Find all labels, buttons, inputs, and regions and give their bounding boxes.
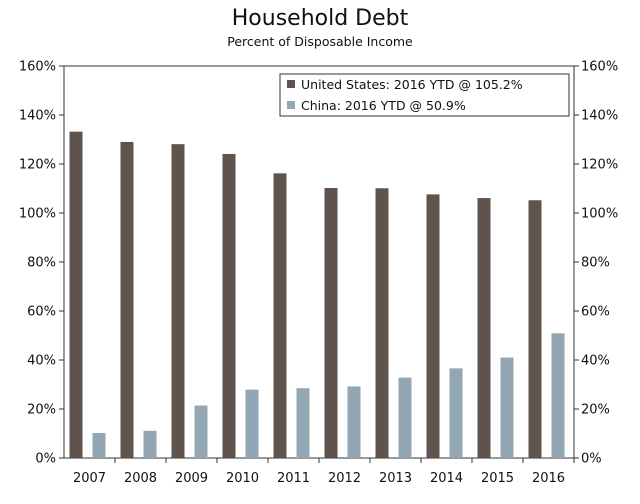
bar-china-2008: [143, 430, 157, 458]
x-axis: 2007 2008 2009 2010 2011 2012 2013 2014 2015 2016: [73, 458, 575, 486]
right-y-axis: 0% 20% 40% 60% 80% 100% 120% 140% 160%: [574, 60, 618, 467]
bar-us-2013: [375, 188, 389, 458]
x-tick-label: 2012: [328, 471, 361, 486]
left-y-axis: 0% 20% 40% 60% 80% 100% 120% 140% 160%: [19, 60, 64, 467]
bar-china-2011: [296, 388, 310, 458]
left-y-tick-label: 20%: [27, 403, 56, 418]
chart-title: Household Debt: [231, 6, 409, 31]
plot-area-frame: [63, 65, 575, 459]
x-tick-label: 2010: [226, 471, 259, 486]
x-tick-label: 2015: [481, 471, 514, 486]
x-tick-label: 2014: [430, 471, 463, 486]
right-y-tick-label: 40%: [581, 354, 610, 369]
bar-us-2015: [477, 198, 491, 458]
bar-us-2010: [222, 153, 236, 458]
x-tick-label: 2008: [124, 471, 157, 486]
chart-subtitle: Percent of Disposable Income: [227, 34, 413, 49]
legend-box: [279, 73, 570, 117]
bar-china-2015: [500, 357, 514, 458]
bar-china-2016: [551, 333, 565, 458]
right-y-tick-label: 0%: [581, 452, 602, 467]
left-y-tick-label: 40%: [27, 354, 56, 369]
bar-us-2016: [528, 200, 542, 458]
bar-china-2013: [398, 377, 412, 458]
bar-us-2009: [171, 144, 185, 458]
bar-china-2014: [449, 368, 463, 458]
right-y-tick-label: 120%: [581, 158, 618, 173]
left-y-tick-label: 80%: [27, 256, 56, 271]
bar-china-2009: [194, 405, 208, 458]
left-y-tick-label: 160%: [19, 60, 56, 75]
x-tick-label: 2013: [379, 471, 412, 486]
right-y-tick-label: 60%: [581, 305, 610, 320]
bar-us-2008: [120, 141, 134, 458]
bar-china-2010: [245, 389, 259, 458]
legend: United States: 2016 YTD @ 105.2% China: …: [279, 73, 570, 117]
right-y-tick-label: 140%: [581, 109, 618, 124]
bar-us-2014: [426, 194, 440, 458]
left-y-tick-label: 120%: [19, 158, 56, 173]
legend-label-china: China: 2016 YTD @ 50.9%: [301, 98, 466, 113]
bar-china-2012: [347, 386, 361, 458]
bar-us-2007: [69, 131, 83, 458]
left-y-tick-label: 60%: [27, 305, 56, 320]
left-y-tick-label: 0%: [35, 452, 56, 467]
bar-us-2012: [324, 188, 338, 458]
right-y-tick-label: 20%: [581, 403, 610, 418]
right-y-tick-label: 80%: [581, 256, 610, 271]
bars-group: [69, 131, 565, 458]
x-tick-label: 2016: [532, 471, 565, 486]
left-y-tick-label: 100%: [19, 207, 56, 222]
left-y-tick-label: 140%: [19, 109, 56, 124]
right-y-tick-label: 160%: [581, 60, 618, 75]
x-tick-label: 2009: [175, 471, 208, 486]
bar-us-2011: [273, 173, 287, 458]
legend-swatch-china: [287, 101, 295, 109]
legend-label-us: United States: 2016 YTD @ 105.2%: [301, 77, 523, 92]
right-y-tick-label: 100%: [581, 207, 618, 222]
x-tick-label: 2011: [277, 471, 310, 486]
bar-china-2007: [92, 433, 106, 458]
legend-swatch-us: [287, 80, 295, 88]
x-tick-label: 2007: [73, 471, 106, 486]
